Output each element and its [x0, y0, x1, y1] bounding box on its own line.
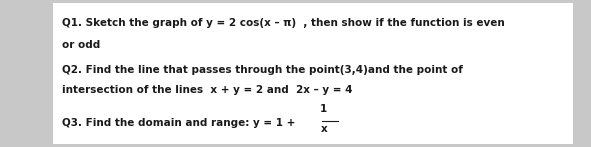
Text: Q2. Find the line that passes through the point(3,4)and the point of: Q2. Find the line that passes through th…: [62, 65, 463, 75]
Text: Q3. Find the domain and range: y = 1 +: Q3. Find the domain and range: y = 1 +: [62, 118, 296, 128]
FancyBboxPatch shape: [53, 3, 573, 144]
Text: x: x: [320, 124, 327, 134]
Text: intersection of the lines  x + y = 2 and  2x – y = 4: intersection of the lines x + y = 2 and …: [62, 85, 353, 95]
Text: 1: 1: [320, 104, 327, 114]
Text: or odd: or odd: [62, 40, 100, 50]
Text: Q1. Sketch the graph of y = 2 cos(x – π)  , then show if the function is even: Q1. Sketch the graph of y = 2 cos(x – π)…: [62, 18, 505, 28]
